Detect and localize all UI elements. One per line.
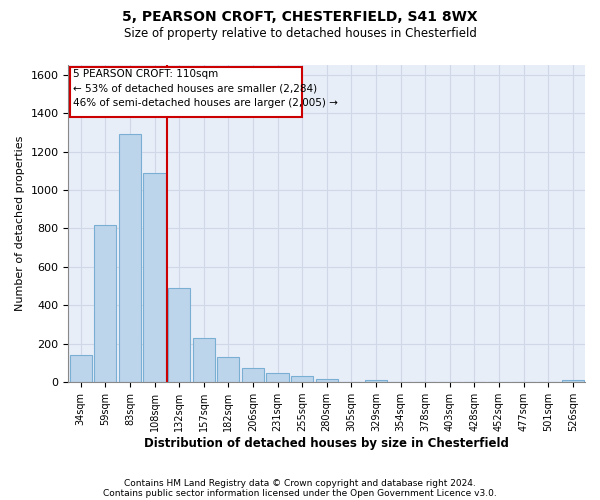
Bar	[70, 356, 92, 382]
Text: ← 53% of detached houses are smaller (2,284): ← 53% of detached houses are smaller (2,…	[73, 84, 317, 94]
Bar	[266, 372, 289, 382]
Bar	[70, 67, 302, 117]
Text: Size of property relative to detached houses in Chesterfield: Size of property relative to detached ho…	[124, 28, 476, 40]
Bar	[242, 368, 264, 382]
Bar	[291, 376, 313, 382]
Text: 5 PEARSON CROFT: 110sqm: 5 PEARSON CROFT: 110sqm	[73, 69, 218, 79]
Bar	[193, 338, 215, 382]
Text: Contains public sector information licensed under the Open Government Licence v3: Contains public sector information licen…	[103, 488, 497, 498]
X-axis label: Distribution of detached houses by size in Chesterfield: Distribution of detached houses by size …	[144, 437, 509, 450]
Bar	[168, 288, 190, 382]
Y-axis label: Number of detached properties: Number of detached properties	[15, 136, 25, 312]
Text: 46% of semi-detached houses are larger (2,005) →: 46% of semi-detached houses are larger (…	[73, 98, 338, 108]
Bar	[143, 172, 166, 382]
Bar	[562, 380, 584, 382]
Bar	[217, 357, 239, 382]
Bar	[365, 380, 387, 382]
Text: 5, PEARSON CROFT, CHESTERFIELD, S41 8WX: 5, PEARSON CROFT, CHESTERFIELD, S41 8WX	[122, 10, 478, 24]
Text: Contains HM Land Registry data © Crown copyright and database right 2024.: Contains HM Land Registry data © Crown c…	[124, 478, 476, 488]
Bar	[316, 380, 338, 382]
Bar	[119, 134, 141, 382]
Bar	[94, 224, 116, 382]
